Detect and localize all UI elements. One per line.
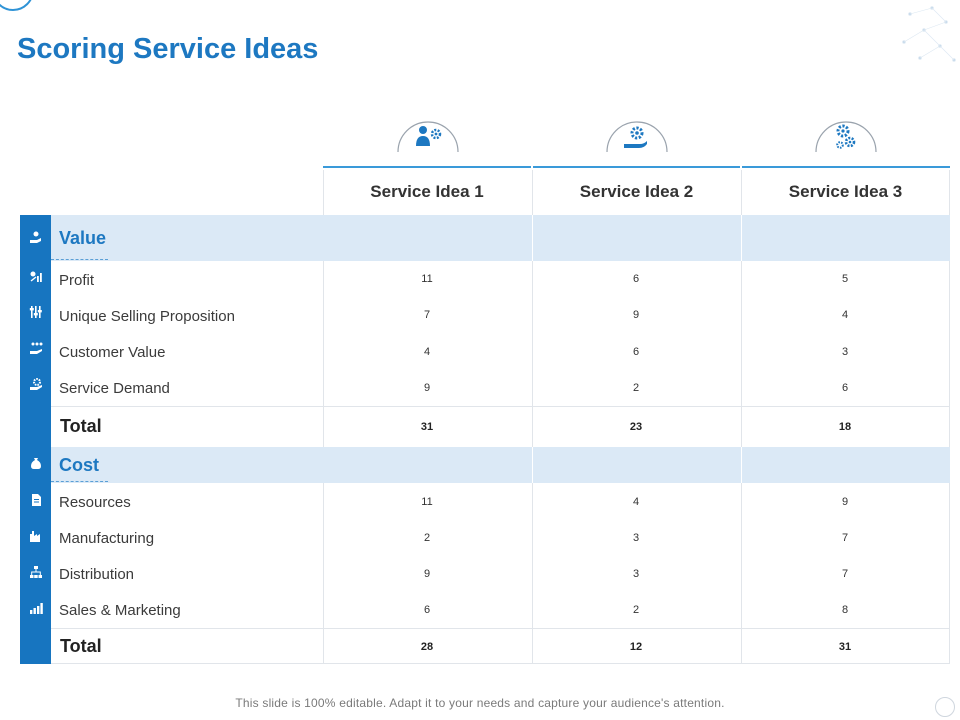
table-cell: 2	[632, 604, 640, 616]
column-accent-line	[742, 166, 950, 168]
column-accent-line	[323, 166, 531, 168]
value-section-label: Value	[59, 228, 107, 248]
gears-icon	[815, 121, 877, 153]
column-header-idea-1: Service Idea 1	[370, 182, 484, 201]
cost-total-label: Total	[60, 636, 102, 656]
person-gear-icon	[397, 121, 459, 153]
table-cell: 4	[632, 496, 640, 508]
table-cell: 3	[632, 568, 640, 580]
sliders-icon	[20, 305, 51, 321]
row-label-sales-marketing: Sales & Marketing	[59, 602, 181, 619]
table-cell: 2	[632, 382, 640, 394]
column-header-idea-3: Service Idea 3	[788, 182, 903, 201]
table-cell: 6	[841, 382, 849, 394]
page-title: Scoring Service Ideas	[17, 33, 319, 65]
cost-section-label: Cost	[59, 455, 99, 475]
table-cell: 6	[423, 604, 431, 616]
table-cell: 5	[841, 273, 849, 285]
document-icon	[20, 493, 51, 509]
total-cell: 18	[838, 421, 852, 433]
band-separator	[741, 215, 742, 261]
decorative-network-dots	[902, 6, 956, 62]
footer-note: This slide is 100% editable. Adapt it to…	[235, 696, 725, 710]
column-accent-line	[533, 166, 740, 168]
table-cell: 9	[632, 309, 640, 321]
cost-section-band	[51, 447, 950, 483]
grid-line	[949, 170, 950, 664]
table-cell: 4	[841, 309, 849, 321]
total-cell: 31	[838, 641, 852, 653]
hand-gear-icon	[20, 377, 51, 393]
section-underline	[51, 259, 108, 261]
band-separator	[741, 447, 742, 483]
total-cell: 28	[420, 641, 434, 653]
bar-chart-icon	[20, 601, 51, 617]
factory-icon	[20, 529, 51, 545]
section-underline	[51, 481, 108, 483]
table-cell: 11	[421, 273, 433, 285]
band-separator	[532, 447, 533, 483]
total-separator-line	[51, 628, 950, 629]
band-separator	[532, 215, 533, 261]
decorative-circle	[0, 0, 32, 11]
grid-line	[741, 170, 742, 664]
table-cell: 8	[841, 604, 849, 616]
value-section-band	[51, 215, 950, 261]
table-cell: 7	[841, 532, 849, 544]
table-cell: 6	[632, 273, 640, 285]
table-cell: 11	[421, 496, 433, 508]
row-label-profit: Profit	[59, 272, 95, 289]
value-total-label: Total	[60, 416, 102, 436]
total-cell: 12	[629, 641, 643, 653]
row-label-distribution: Distribution	[59, 566, 135, 583]
table-cell: 9	[423, 382, 431, 394]
total-cell: 23	[629, 421, 643, 433]
hand-gear-icon	[606, 121, 668, 153]
table-cell: 9	[841, 496, 849, 508]
table-cell: 2	[423, 532, 431, 544]
coins-chart-icon	[20, 269, 51, 285]
row-icon-sidebar	[20, 215, 51, 664]
table-cell: 6	[632, 346, 640, 358]
row-label-service-demand: Service Demand	[59, 380, 170, 397]
total-cell: 31	[420, 421, 434, 433]
table-cell: 4	[423, 346, 431, 358]
table-cell: 9	[423, 568, 431, 580]
table-bottom-line	[20, 663, 950, 664]
total-separator-line	[51, 406, 950, 407]
table-cell: 7	[841, 568, 849, 580]
table-cell: 7	[423, 309, 431, 321]
hierarchy-icon	[20, 565, 51, 581]
row-label-usp: Unique Selling Proposition	[59, 308, 235, 325]
row-label-manufacturing: Manufacturing	[59, 530, 155, 547]
hand-people-icon	[20, 341, 51, 357]
table-cell: 3	[632, 532, 640, 544]
column-header-idea-2: Service Idea 2	[579, 182, 694, 201]
row-label-resources: Resources	[59, 494, 131, 511]
money-bag-icon	[20, 456, 51, 472]
grid-line	[532, 170, 533, 664]
grid-line	[323, 170, 324, 664]
decorative-corner-circle	[935, 697, 955, 717]
table-cell: 3	[841, 346, 849, 358]
row-label-customer-value: Customer Value	[59, 344, 166, 361]
hand-plant-icon	[20, 230, 51, 246]
